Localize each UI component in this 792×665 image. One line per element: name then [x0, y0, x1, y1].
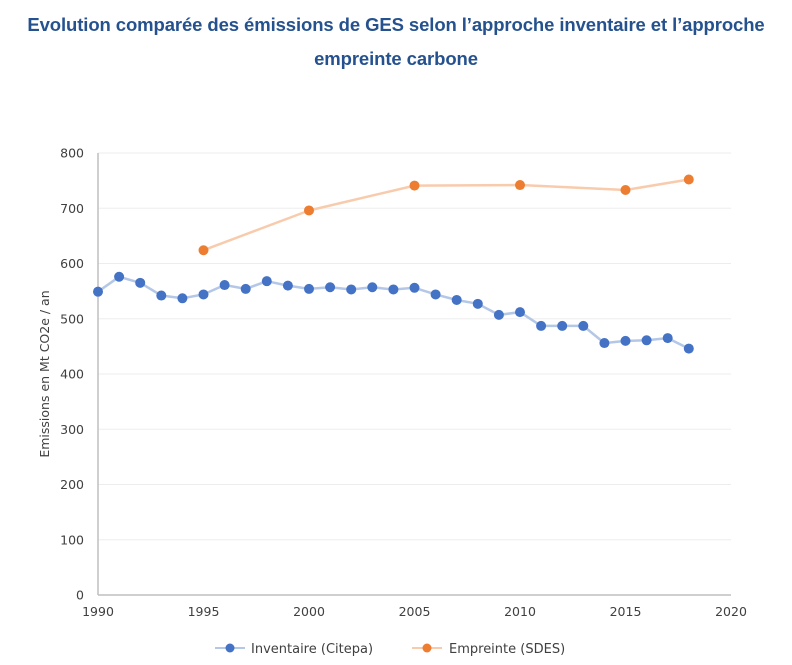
- chart-title: Evolution comparée des émissions de GES …: [0, 8, 792, 76]
- data-point-inventaire[interactable]: [282, 280, 293, 291]
- data-point-empreinte[interactable]: [683, 174, 694, 185]
- data-point-inventaire[interactable]: [578, 320, 589, 331]
- x-tick-label: 1995: [188, 604, 220, 619]
- data-point-inventaire[interactable]: [219, 280, 230, 291]
- x-tick-label: 2020: [715, 604, 747, 619]
- data-point-inventaire[interactable]: [493, 309, 504, 320]
- data-point-inventaire[interactable]: [536, 320, 547, 331]
- legend-marker-empreinte: [422, 643, 432, 653]
- data-point-inventaire[interactable]: [557, 320, 568, 331]
- data-point-inventaire[interactable]: [93, 286, 103, 297]
- data-point-inventaire[interactable]: [240, 283, 251, 294]
- chart-title-line-1: Evolution comparée des émissions de GES …: [27, 14, 765, 35]
- data-point-inventaire[interactable]: [515, 307, 525, 318]
- data-point-inventaire[interactable]: [114, 271, 125, 282]
- chart-title-line-2: empreinte carbone: [314, 48, 478, 69]
- series: [93, 174, 694, 354]
- y-tick-label: 0: [76, 588, 84, 603]
- data-point-inventaire[interactable]: [325, 282, 336, 293]
- data-point-inventaire[interactable]: [409, 282, 420, 293]
- legend-label-inventaire: Inventaire (Citepa): [251, 642, 373, 657]
- gridlines: [98, 152, 731, 541]
- data-point-inventaire[interactable]: [198, 289, 209, 300]
- y-tick-label: 100: [60, 532, 84, 547]
- data-point-empreinte[interactable]: [304, 205, 314, 216]
- x-tick-label: 2005: [399, 604, 431, 619]
- data-point-inventaire[interactable]: [367, 282, 378, 293]
- legend-marker-inventaire: [225, 643, 235, 653]
- data-point-inventaire[interactable]: [346, 284, 357, 295]
- data-point-empreinte[interactable]: [620, 185, 631, 196]
- y-tick-label: 200: [60, 477, 84, 492]
- legend-item-empreinte[interactable]: Empreinte (SDES): [412, 642, 565, 657]
- legend: Inventaire (Citepa) Empreinte (SDES): [215, 642, 565, 657]
- data-point-empreinte[interactable]: [198, 245, 209, 256]
- y-tick-label: 800: [60, 146, 84, 161]
- series-inventaire: [93, 271, 694, 354]
- data-point-empreinte[interactable]: [409, 180, 420, 191]
- data-point-inventaire[interactable]: [261, 276, 272, 287]
- y-tick-label: 700: [60, 201, 84, 216]
- x-tick-label: 2015: [610, 604, 642, 619]
- legend-item-inventaire[interactable]: Inventaire (Citepa): [215, 642, 373, 657]
- data-point-inventaire[interactable]: [156, 290, 167, 301]
- data-point-inventaire[interactable]: [135, 277, 146, 288]
- data-point-empreinte[interactable]: [515, 180, 525, 191]
- y-tick-label: 500: [60, 311, 84, 326]
- data-point-inventaire[interactable]: [641, 335, 652, 346]
- x-tick-label: 2010: [504, 604, 536, 619]
- series-empreinte: [198, 174, 694, 256]
- legend-label-empreinte: Empreinte (SDES): [449, 642, 565, 657]
- data-point-inventaire[interactable]: [304, 283, 314, 294]
- data-point-inventaire[interactable]: [683, 343, 694, 354]
- data-point-inventaire[interactable]: [662, 333, 673, 344]
- y-tick-label: 300: [60, 422, 84, 437]
- y-axis-title: Emissions en Mt CO2e / an: [37, 290, 52, 457]
- x-tick-label: 1990: [82, 604, 114, 619]
- data-point-inventaire[interactable]: [177, 293, 188, 304]
- data-point-inventaire[interactable]: [472, 298, 483, 309]
- data-point-inventaire[interactable]: [430, 289, 441, 300]
- series-line-empreinte: [203, 178, 690, 252]
- data-point-inventaire[interactable]: [599, 338, 610, 349]
- y-tick-label: 600: [60, 256, 84, 271]
- x-tick-label: 2000: [293, 604, 325, 619]
- y-tick-label: 400: [60, 367, 84, 382]
- data-point-inventaire[interactable]: [620, 335, 631, 346]
- axes: 0 100 200 300 400 500 600 700 800 1990 1995 2000 200…: [60, 146, 747, 620]
- data-point-inventaire[interactable]: [388, 284, 399, 295]
- data-point-inventaire[interactable]: [451, 294, 462, 305]
